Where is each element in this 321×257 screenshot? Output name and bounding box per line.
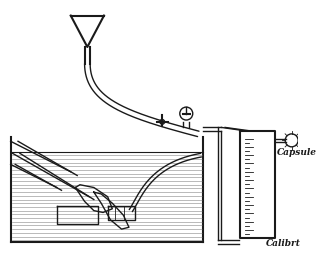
Text: Capsule: Capsule bbox=[277, 148, 317, 157]
Text: Calibrt: Calibrt bbox=[266, 239, 301, 248]
